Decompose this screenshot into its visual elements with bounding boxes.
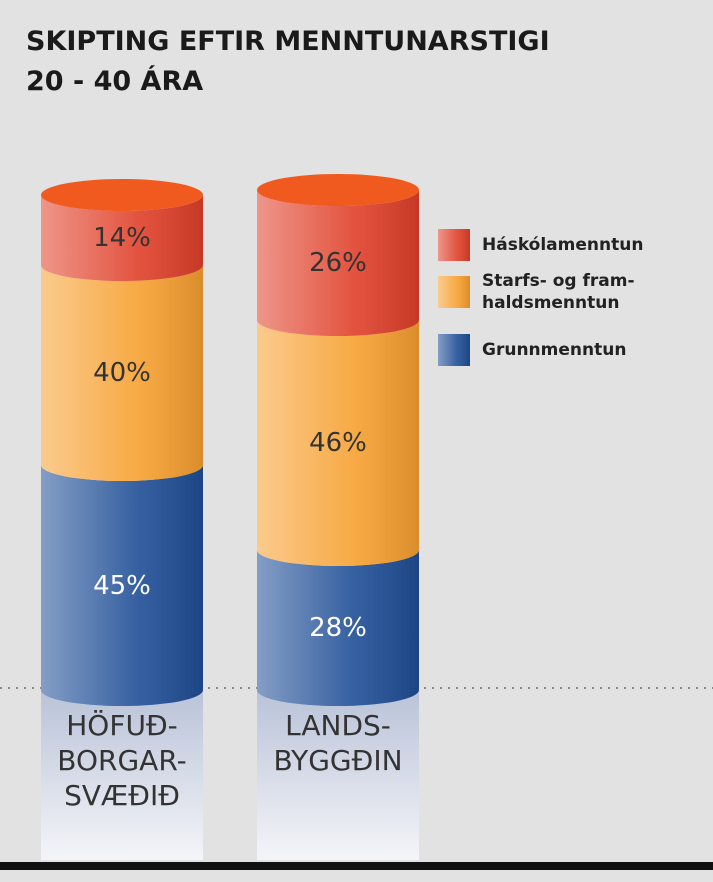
category-footer [257,690,419,860]
segment-shade [257,550,419,706]
legend-swatch-shade [438,334,470,366]
legend-label: Grunnmenntun [482,340,627,360]
value-label: 26% [309,248,367,278]
cylinder-top [257,174,419,206]
value-label: 28% [309,613,367,643]
value-label: 46% [309,428,367,458]
legend-label: Starfs- og fram- haldsmenntun [482,271,635,313]
x-tick-label: HÖFUÐ- BORGAR- SVÆÐIÐ [57,709,187,812]
bottom-rule [0,862,713,870]
segment-shade [257,320,419,566]
segment-shade [41,265,203,481]
value-label: 14% [93,223,151,253]
cylinder-top [41,179,203,211]
legend-label: Háskólamenntun [482,235,644,255]
chart-subtitle: 20 - 40 ÁRA [26,66,204,97]
chart-title: SKIPTING EFTIR MENNTUNARSTIGI [26,26,550,57]
category-footer [41,690,203,860]
legend-swatch-shade [438,276,470,308]
segment-shade [41,465,203,706]
segment-shade [257,190,419,336]
legend-swatch-shade [438,229,470,261]
x-tick-label: LANDS- BYGGÐIN [273,709,403,777]
value-label: 40% [93,358,151,388]
value-label: 45% [93,570,151,601]
segment-shade [41,195,203,281]
